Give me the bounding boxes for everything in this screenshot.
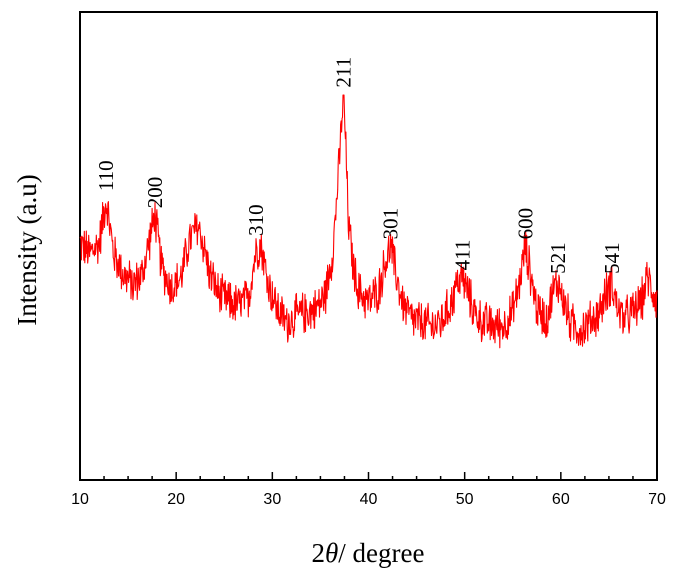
- x-axis: 10 20 30 40 50 60 70: [71, 472, 666, 508]
- x-tick-label: 40: [360, 491, 378, 508]
- x-tick-label: 70: [648, 491, 666, 508]
- peak-label-301: 301: [379, 208, 403, 240]
- x-axis-title-symbol: θ: [325, 538, 338, 568]
- xrd-pattern-line: [79, 94, 658, 349]
- x-tick-label: 10: [71, 491, 89, 508]
- peak-label-200: 200: [143, 177, 167, 209]
- x-tick-label: 50: [456, 491, 474, 508]
- plot-frame: [79, 11, 658, 481]
- x-tick-label: 30: [263, 491, 281, 508]
- x-axis-title-prefix: 2: [312, 538, 326, 568]
- peak-label-541: 541: [600, 242, 624, 274]
- peak-labels: 110 200 310 211 301 411 600 521 541: [94, 57, 624, 274]
- x-axis-title-suffix: / degree: [338, 538, 424, 568]
- peak-label-211: 211: [332, 57, 356, 88]
- x-tick-label: 60: [552, 491, 570, 508]
- peak-label-310: 310: [244, 204, 268, 236]
- peak-label-110: 110: [94, 160, 118, 191]
- y-axis-title: Intensity (a.u): [12, 174, 42, 325]
- x-tick-label: 20: [167, 491, 185, 508]
- x-axis-title: 2θ/ degree: [312, 538, 425, 568]
- peak-label-521: 521: [546, 242, 570, 274]
- peak-label-411: 411: [451, 240, 475, 271]
- peak-label-600: 600: [513, 208, 537, 240]
